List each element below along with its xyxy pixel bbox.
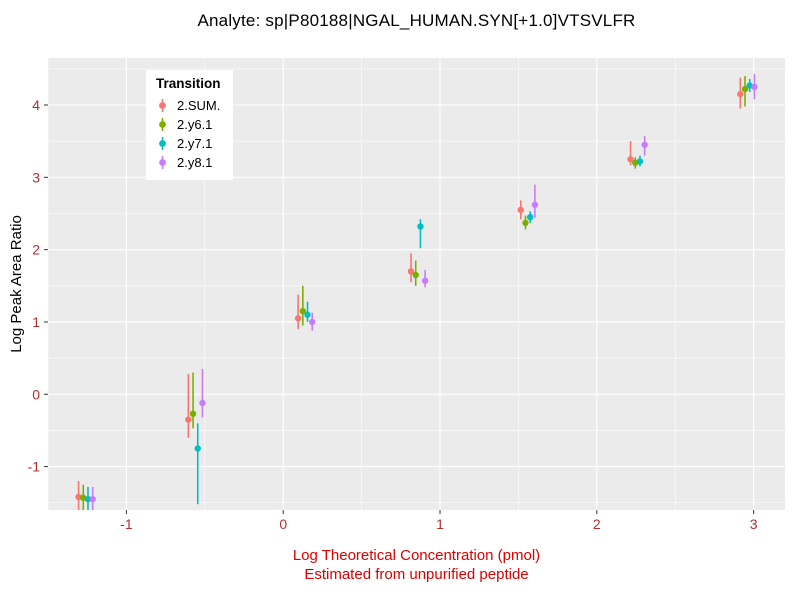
legend-title: Transition bbox=[156, 76, 221, 91]
data-point bbox=[299, 307, 307, 315]
legend-item-2.y8.1: 2.y8.1 bbox=[154, 153, 221, 172]
legend-key-glyph bbox=[159, 99, 166, 112]
chart-title: Analyte: sp|P80188|NGAL_HUMAN.SYN[+1.0]V… bbox=[197, 11, 636, 30]
data-point bbox=[84, 495, 92, 503]
data-point bbox=[189, 410, 197, 418]
series-2.y7.1 bbox=[84, 78, 753, 510]
x-axis-title-line1: Log Theoretical Concentration (pmol) bbox=[292, 547, 541, 564]
legend-key-glyph bbox=[159, 118, 166, 131]
data-point bbox=[89, 495, 96, 503]
data-point bbox=[737, 90, 744, 98]
data-point bbox=[75, 493, 82, 501]
legend-rows: 2.SUM. 2.y6.1 2.y7.1 2.y8.1 bbox=[154, 96, 221, 172]
series-2.y6.1 bbox=[80, 76, 749, 510]
data-point bbox=[627, 156, 634, 163]
y-tick-label: 2 bbox=[32, 242, 40, 258]
legend-item-2.SUM.: 2.SUM. bbox=[154, 96, 221, 115]
y-tick-label: 4 bbox=[32, 97, 40, 113]
legend-key-glyph bbox=[159, 137, 166, 150]
data-point bbox=[526, 213, 534, 221]
legend-item-label: 2.y7.1 bbox=[177, 136, 213, 151]
x-tick-label: 2 bbox=[593, 516, 601, 532]
y-tick-label: 3 bbox=[32, 169, 40, 185]
data-point bbox=[636, 158, 644, 165]
y-axis-title: Log Peak Area Ratio bbox=[8, 215, 25, 353]
series-2.y8.1 bbox=[89, 73, 758, 510]
data-point bbox=[304, 311, 311, 318]
x-tick-label: -1 bbox=[120, 516, 133, 532]
series-2.SUM. bbox=[75, 77, 744, 510]
x-tick-label: 1 bbox=[436, 516, 444, 532]
data-point bbox=[741, 85, 749, 93]
data-point bbox=[417, 223, 424, 230]
x-tick-label: 3 bbox=[750, 516, 758, 532]
x-axis-title-line2: Estimated from unpurified peptide bbox=[304, 566, 529, 583]
data-point bbox=[522, 219, 529, 227]
data-point bbox=[421, 277, 429, 284]
series-layer bbox=[75, 73, 758, 510]
legend-key-glyph bbox=[159, 156, 166, 169]
y-tick-label: -1 bbox=[28, 459, 41, 475]
data-point bbox=[517, 206, 524, 214]
data-point bbox=[199, 399, 206, 407]
data-point bbox=[294, 315, 302, 322]
y-tick-label: 0 bbox=[32, 386, 40, 402]
data-point bbox=[412, 271, 419, 279]
data-point bbox=[185, 416, 192, 423]
y-tick-label: 1 bbox=[32, 314, 40, 330]
data-point bbox=[751, 83, 758, 91]
transition-legend: Transition 2.SUM. 2.y6.1 2.y7.1 2.y8.1 bbox=[146, 70, 233, 180]
legend-item-label: 2.SUM. bbox=[177, 98, 221, 113]
data-point bbox=[407, 268, 415, 275]
data-point bbox=[641, 141, 648, 148]
legend-item-2.y7.1: 2.y7.1 bbox=[154, 134, 221, 153]
x-axis-title: Log Theoretical Concentration (pmol) Est… bbox=[48, 546, 785, 584]
legend-item-label: 2.y8.1 bbox=[177, 155, 213, 170]
data-point bbox=[309, 318, 316, 326]
data-point bbox=[194, 445, 201, 452]
legend-item-2.y6.1: 2.y6.1 bbox=[154, 115, 221, 134]
x-tick-label: 0 bbox=[279, 516, 287, 532]
legend-item-label: 2.y6.1 bbox=[177, 117, 213, 132]
data-point bbox=[531, 201, 539, 209]
